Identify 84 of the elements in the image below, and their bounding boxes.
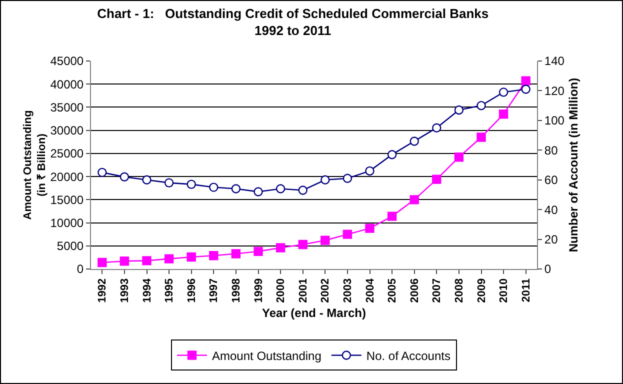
point [298, 240, 308, 250]
point [432, 174, 442, 184]
y-tick-label: 0 [76, 262, 84, 276]
y2-tick-label: 60 [544, 173, 558, 188]
point [410, 195, 419, 204]
point [254, 187, 263, 196]
x-tick-label: 1994 [141, 278, 154, 303]
x-tick-label: 2008 [454, 278, 466, 303]
x-tick-label: 1999 [252, 278, 265, 303]
point [320, 175, 330, 184]
point [387, 150, 397, 160]
point [186, 252, 196, 262]
point [231, 249, 241, 258]
x-tick-label: 2000 [275, 278, 288, 303]
point [186, 180, 196, 189]
point [454, 152, 464, 162]
x-tick-label: 2011 [520, 278, 532, 302]
y-tick-label: 5000 [56, 239, 84, 254]
point [98, 168, 107, 178]
y-tick-label: 35000 [50, 100, 84, 114]
x-tick-label: 1995 [164, 278, 176, 303]
y2-tick-label: 0 [544, 262, 552, 276]
x-tick-label: 1998 [230, 278, 243, 303]
y-tick-label: 20000 [50, 170, 84, 184]
x-tick-label: 2006 [408, 278, 421, 303]
legend-label: No. of Accounts [366, 348, 450, 363]
point [120, 256, 130, 266]
point [120, 172, 130, 182]
point [498, 110, 508, 119]
x-tick-label: 2005 [386, 278, 399, 303]
point [498, 88, 508, 97]
point [432, 123, 442, 132]
point [342, 230, 352, 239]
point [209, 182, 218, 192]
x-tick-label: 1993 [119, 278, 132, 303]
point [276, 243, 286, 252]
x-tick-label: 2010 [498, 278, 510, 303]
y2-tick-label: 100 [544, 114, 565, 128]
point [142, 256, 152, 266]
y-tick-label: 45000 [50, 54, 84, 68]
point [521, 76, 530, 86]
x-tick-label: 2003 [342, 278, 354, 303]
point [142, 175, 152, 184]
x-tick-label: 2007 [431, 278, 444, 303]
point [209, 251, 218, 260]
point [521, 84, 530, 94]
point [164, 254, 174, 264]
y-tick-label: 40000 [50, 77, 84, 92]
x-tick-label: 2002 [320, 278, 332, 303]
point [276, 184, 286, 194]
point [320, 236, 330, 245]
y-tick-label: 10000 [50, 216, 84, 230]
legend-label: Amount Outstanding [212, 348, 322, 363]
chart-title: Chart - 1: Outstanding Credit of Scheduled Commercial Banks 1992 to 2011 [97, 6, 489, 38]
y2-tick-label: 140 [544, 54, 565, 68]
y-tick-label: 15000 [50, 192, 84, 207]
point [454, 105, 464, 115]
x-tick-label: 2001 [297, 278, 310, 303]
x-tick-label: 1992 [96, 278, 109, 303]
point [365, 224, 374, 233]
y2-tick-label: 120 [544, 84, 565, 98]
y-tick-label: 25000 [50, 146, 84, 161]
x-tick-label: 2009 [476, 278, 488, 303]
point [387, 212, 397, 221]
point [298, 186, 308, 195]
point [231, 184, 241, 194]
x-tick-label: 1996 [186, 278, 198, 303]
point [410, 136, 419, 146]
y2-axis-title: Number of Account (in Million) [566, 78, 581, 252]
y-axis-title: Amount Outstanding (in ₹ Billion) [22, 110, 48, 220]
point [365, 166, 374, 176]
x-axis-title: Year (end - March) [262, 306, 366, 320]
y2-tick-label: 80 [544, 143, 558, 158]
y2-tick-label: 40 [544, 202, 558, 217]
x-tick-label: 1997 [208, 278, 220, 303]
point [476, 132, 486, 142]
y2-tick-label: 20 [544, 232, 558, 246]
point [164, 178, 174, 188]
point [476, 100, 486, 110]
y-tick-label: 30000 [50, 124, 84, 138]
x-tick-label: 2004 [364, 278, 376, 303]
point [254, 246, 263, 256]
point [98, 258, 107, 268]
point [342, 174, 352, 183]
